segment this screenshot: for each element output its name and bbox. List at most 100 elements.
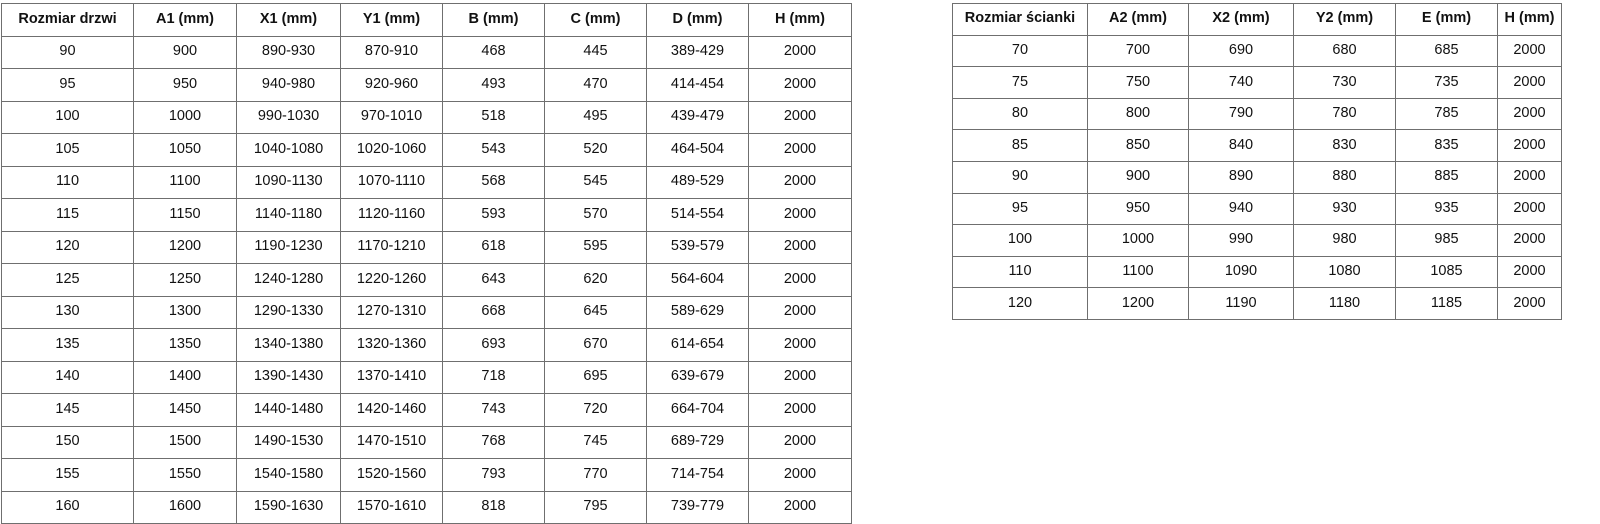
table-cell: 885 [1395,160,1498,194]
table-cell: 739-779 [646,490,749,524]
table-cell: 543 [442,133,545,167]
table-cell: 2000 [748,133,852,167]
table-cell: 1190 [1188,287,1294,320]
table-cell: 125 [1,263,134,297]
walls-column-header: Y2 (mm) [1293,3,1396,36]
table-cell: 1240-1280 [236,263,341,297]
table-cell: 493 [442,68,545,102]
table-cell: 145 [1,393,134,427]
table-cell: 1150 [133,198,237,232]
table-cell: 850 [1087,129,1189,162]
table-cell: 1290-1330 [236,295,341,329]
table-cell: 620 [544,263,647,297]
table-row: 100 1000 990 980 985 2000 [952,224,1562,257]
table-cell: 160 [1,490,134,524]
table-cell: 1350 [133,328,237,362]
table-cell: 795 [544,490,647,524]
walls-column-header: Rozmiar ścianki [952,3,1088,36]
table-cell: 1070-1110 [340,165,443,199]
table-cell: 970-1010 [340,100,443,134]
walls-dimensions-table-container: Rozmiar ścianki A2 (mm) X2 (mm) Y2 (mm) E (m… [952,3,1562,320]
table-cell: 990 [1188,224,1294,257]
table-cell: 900 [133,35,237,69]
table-cell: 690 [1188,34,1294,68]
table-row: 95 950 940-980 920-960 493 470 414-454 2000 [1,68,852,102]
table-cell: 780 [1293,97,1396,131]
table-cell: 990-1030 [236,100,341,134]
table-cell: 110 [1,165,134,199]
table-row: 125 1250 1240-1280 1220-1260 643 620 564-604 20… [1,263,852,297]
table-cell: 464-504 [646,133,749,167]
table-cell: 389-429 [646,35,749,69]
table-cell: 1590-1630 [236,490,341,524]
table-cell: 745 [544,425,647,459]
table-cell: 439-479 [646,100,749,134]
table-cell: 800 [1087,97,1189,131]
table-row: 140 1400 1390-1430 1370-1410 718 695 639-679 20… [1,360,852,394]
table-cell: 680 [1293,34,1396,68]
table-cell: 1320-1360 [340,328,443,362]
table-row: 80 800 790 780 785 2000 [952,97,1562,131]
table-cell: 1550 [133,458,237,492]
table-row: 130 1300 1290-1330 1270-1310 668 645 589-629 20… [1,295,852,329]
table-cell: 2000 [1497,97,1562,131]
table-cell: 870-910 [340,35,443,69]
doors-column-header: X1 (mm) [236,3,341,37]
table-row: 75 750 740 730 735 2000 [952,66,1562,99]
table-cell: 2000 [748,230,852,264]
table-cell: 593 [442,198,545,232]
table-cell: 1250 [133,263,237,297]
table-cell: 470 [544,68,647,102]
table-cell: 100 [952,224,1088,257]
walls-table-body: 70 700 690 680 685 2000 75 750 740 730 735 2000 80 80… [952,34,1562,320]
table-cell: 818 [442,490,545,524]
table-cell: 790 [1188,97,1294,131]
table-cell: 880 [1293,160,1396,194]
table-cell: 985 [1395,224,1498,257]
table-cell: 95 [1,68,134,102]
table-cell: 2000 [748,425,852,459]
table-cell: 90 [952,160,1088,194]
table-cell: 2000 [748,263,852,297]
table-cell: 770 [544,458,647,492]
table-cell: 730 [1293,66,1396,99]
table-row: 115 1150 1140-1180 1120-1160 593 570 514-554 20… [1,198,852,232]
table-cell: 1520-1560 [340,458,443,492]
table-cell: 685 [1395,34,1498,68]
table-row: 85 850 840 830 835 2000 [952,129,1562,162]
table-cell: 890-930 [236,35,341,69]
table-cell: 2000 [748,393,852,427]
table-row: 120 1200 1190-1230 1170-1210 618 595 539-579 20… [1,230,852,264]
table-cell: 468 [442,35,545,69]
table-cell: 785 [1395,97,1498,131]
table-cell: 135 [1,328,134,362]
table-row: 105 1050 1040-1080 1020-1060 543 520 464-504 20… [1,133,852,167]
table-row: 90 900 890-930 870-910 468 445 389-429 2000 [1,35,852,69]
table-row: 110 1100 1090 1080 1085 2000 [952,255,1562,289]
table-cell: 693 [442,328,545,362]
table-cell: 2000 [748,328,852,362]
table-cell: 645 [544,295,647,329]
table-cell: 414-454 [646,68,749,102]
table-cell: 1140-1180 [236,198,341,232]
table-row: 155 1550 1540-1580 1520-1560 793 770 714-754 20… [1,458,852,492]
table-cell: 489-529 [646,165,749,199]
table-cell: 85 [952,129,1088,162]
table-cell: 830 [1293,129,1396,162]
table-cell: 618 [442,230,545,264]
table-cell: 793 [442,458,545,492]
table-cell: 714-754 [646,458,749,492]
table-cell: 920-960 [340,68,443,102]
table-cell: 720 [544,393,647,427]
table-cell: 695 [544,360,647,394]
table-cell: 1190-1230 [236,230,341,264]
table-cell: 750 [1087,66,1189,99]
doors-column-header: C (mm) [544,3,647,37]
table-cell: 950 [133,68,237,102]
walls-dimensions-table: Rozmiar ścianki A2 (mm) X2 (mm) Y2 (mm) E (m… [952,3,1562,320]
table-cell: 2000 [748,490,852,524]
table-cell: 105 [1,133,134,167]
table-cell: 639-679 [646,360,749,394]
table-row: 160 1600 1590-1630 1570-1610 818 795 739-779 20… [1,490,852,524]
table-cell: 95 [952,192,1088,226]
